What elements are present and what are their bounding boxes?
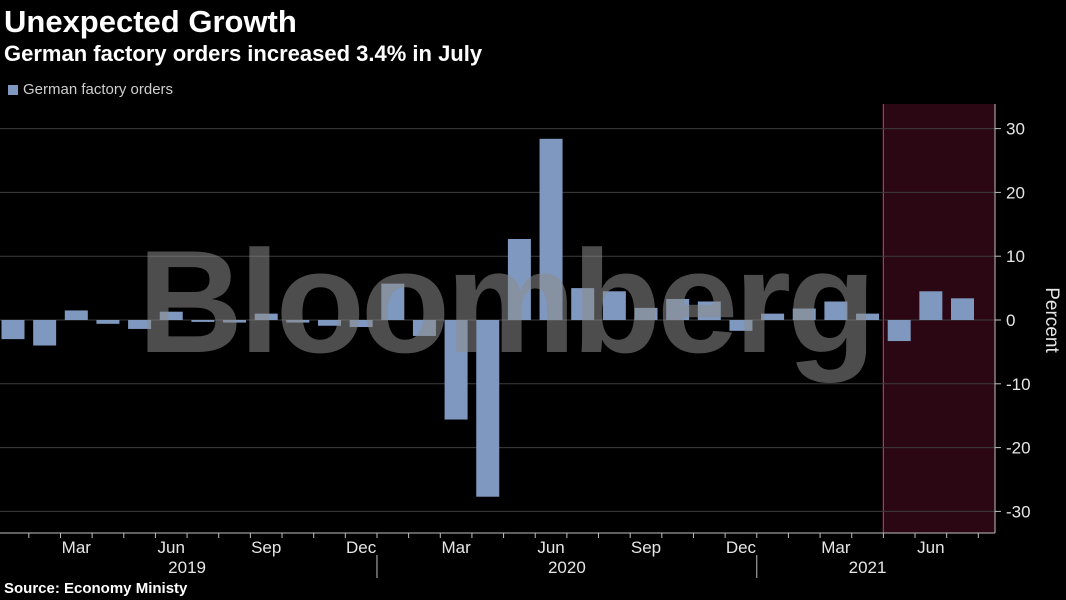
bar: [634, 307, 658, 320]
x-tick-label: Jun: [537, 538, 564, 557]
bar: [602, 291, 626, 320]
year-label: 2020: [548, 558, 586, 577]
y-tick-label: 30: [1006, 120, 1025, 139]
bar: [571, 288, 595, 320]
bar: [1, 320, 25, 340]
bar: [159, 311, 183, 320]
bar: [856, 313, 880, 320]
bar: [824, 301, 848, 320]
legend-swatch: [8, 84, 18, 95]
watermark-logo: Bloomberg: [138, 220, 873, 383]
bar: [697, 301, 721, 320]
x-tick-label: Jun: [917, 538, 944, 557]
y-axis-title: Percent: [1041, 287, 1062, 353]
chart-subtitle: German factory orders increased 3.4% in …: [4, 41, 483, 66]
legend: German factory orders: [8, 81, 173, 98]
bar: [254, 313, 278, 320]
bar: [223, 320, 247, 323]
bar: [96, 320, 120, 324]
bar: [761, 313, 785, 320]
bar: [33, 320, 57, 346]
bar: [507, 238, 531, 320]
year-label: 2021: [849, 558, 887, 577]
x-tick-label: Dec: [346, 538, 377, 557]
bar: [64, 310, 88, 320]
y-tick-label: -20: [1006, 439, 1031, 458]
x-tick-label: Mar: [821, 538, 851, 557]
bar: [318, 320, 341, 326]
bar: [381, 283, 405, 320]
axis-layer: -30 -20 -10 0 10 20 30 Mar Jun Sep Dec Mar Jun Sep Dec…: [0, 104, 1062, 578]
bar: [919, 291, 943, 320]
bar: [412, 320, 436, 336]
bar: [666, 298, 690, 320]
bar: [444, 320, 468, 420]
x-tick-label: Mar: [441, 538, 471, 557]
y-tick-label: -10: [1006, 375, 1031, 394]
source-note: Source: Economy Ministy: [4, 580, 188, 597]
legend-label: German factory orders: [23, 81, 174, 98]
x-tick-label: Mar: [62, 538, 92, 557]
bar: [349, 320, 373, 328]
bar: [729, 320, 753, 331]
bar: [476, 320, 500, 497]
bar: [128, 320, 152, 329]
y-tick-label: 20: [1006, 183, 1025, 202]
chart-title: Unexpected Growth: [4, 4, 297, 39]
year-label: 2019: [168, 558, 206, 577]
bar: [951, 298, 974, 320]
x-tick-label: Jun: [158, 538, 185, 557]
y-tick-label: 10: [1006, 247, 1025, 266]
bars-layer: [1, 138, 974, 497]
bar: [539, 138, 563, 320]
bar: [191, 320, 215, 322]
bar: [792, 308, 816, 320]
x-tick-label: Sep: [631, 538, 661, 557]
y-tick-label: -30: [1006, 502, 1031, 521]
bar: [286, 320, 310, 323]
x-tick-label: Dec: [726, 538, 757, 557]
bar: [887, 320, 911, 342]
x-tick-label: Sep: [251, 538, 281, 557]
y-tick-label: 0: [1006, 311, 1015, 330]
